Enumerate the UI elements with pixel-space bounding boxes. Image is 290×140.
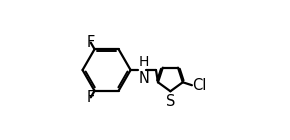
Text: F: F	[87, 35, 95, 50]
Text: F: F	[87, 90, 95, 105]
Text: S: S	[166, 94, 175, 109]
Text: Cl: Cl	[193, 78, 207, 93]
Text: N: N	[139, 71, 150, 86]
Text: H: H	[139, 55, 149, 69]
